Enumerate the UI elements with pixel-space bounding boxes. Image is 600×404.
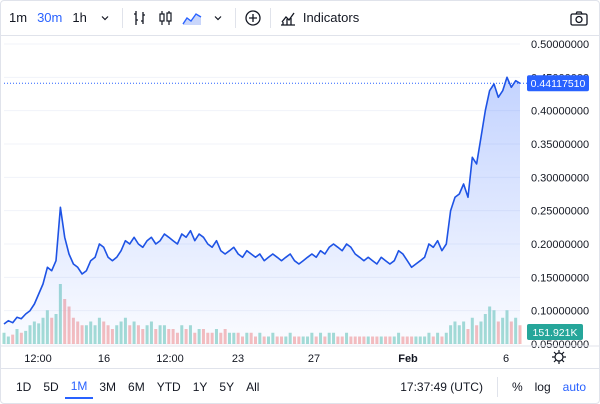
range-5d[interactable]: 5D bbox=[43, 379, 59, 394]
last-volume-tag bbox=[527, 324, 583, 340]
toolbar-divider bbox=[269, 7, 271, 28]
auto-scale-toggle[interactable]: auto bbox=[562, 380, 586, 394]
last-price-tag bbox=[527, 75, 589, 92]
range-bar: 1D 5D 1M 3M 6M YTD 1Y 5Y All 17:37:49 (U… bbox=[0, 368, 600, 404]
range-all[interactable]: All bbox=[246, 379, 260, 394]
utc-clock[interactable]: 17:37:49 (UTC) bbox=[400, 380, 483, 394]
range-1m[interactable]: 1M bbox=[64, 375, 94, 399]
time-axis[interactable]: 12:00 16 12:00 23 27 Feb 6 bbox=[0, 345, 600, 365]
y-tick-label: 0.40000000 bbox=[531, 106, 589, 118]
axis-settings-icon[interactable] bbox=[552, 350, 566, 364]
bottom-divider bbox=[496, 377, 498, 397]
toolbar-divider bbox=[121, 7, 123, 28]
chevron-down-icon[interactable] bbox=[92, 5, 118, 31]
interval-1m[interactable]: 1m bbox=[9, 10, 28, 25]
y-tick-label: 0.25000000 bbox=[531, 206, 589, 218]
y-tick-label: 0.15000000 bbox=[531, 272, 589, 284]
x-tick-label: 27 bbox=[308, 353, 320, 365]
x-tick-label: 12:00 bbox=[24, 353, 52, 365]
x-tick-label: 12:00 bbox=[156, 353, 184, 365]
y-tick-label: 0.05000000 bbox=[531, 339, 589, 351]
range-ytd[interactable]: YTD bbox=[156, 379, 181, 394]
last-volume-label: 151.921K bbox=[533, 327, 578, 339]
last-price-label: 0.44117510 bbox=[531, 78, 586, 90]
candles-style-icon[interactable] bbox=[153, 5, 179, 31]
y-tick-label: 0.35000000 bbox=[531, 139, 589, 151]
bar-chart-style-icon[interactable] bbox=[127, 5, 153, 31]
x-tick-label: 16 bbox=[98, 353, 110, 365]
toolbar-divider bbox=[234, 7, 236, 28]
y-tick-label: 0.20000000 bbox=[531, 239, 589, 251]
indicators-icon bbox=[280, 12, 295, 26]
price-chart[interactable]: 0.500000000.450000000.400000000.35000000… bbox=[0, 36, 600, 368]
y-tick-label: 0.10000000 bbox=[531, 306, 589, 318]
indicators-button[interactable]: Indicators bbox=[275, 9, 363, 27]
range-1y[interactable]: 1Y bbox=[192, 379, 208, 394]
camera-icon[interactable] bbox=[566, 5, 592, 31]
add-comparison-icon[interactable] bbox=[240, 5, 266, 31]
chart-toolbar: 1m 30m 1h Indicators bbox=[0, 0, 600, 36]
range-1d[interactable]: 1D bbox=[16, 379, 32, 394]
interval-30m[interactable]: 30m bbox=[37, 10, 63, 25]
area-style-icon[interactable] bbox=[179, 5, 205, 31]
x-tick-label: 23 bbox=[232, 353, 244, 365]
y-tick-label: 0.50000000 bbox=[531, 39, 589, 51]
y-tick-label: 0.30000000 bbox=[531, 172, 589, 184]
indicators-label: Indicators bbox=[302, 10, 360, 25]
price-line bbox=[3, 76, 521, 325]
price-area-fill bbox=[4, 77, 520, 345]
range-5y[interactable]: 5Y bbox=[219, 379, 235, 394]
price-tags: 0.44117510 151.921K bbox=[527, 75, 589, 340]
x-tick-label: Feb bbox=[398, 353, 418, 365]
chevron-down-icon[interactable] bbox=[205, 5, 231, 31]
range-3m[interactable]: 3M bbox=[99, 379, 117, 394]
percent-scale-toggle[interactable]: % bbox=[511, 380, 523, 394]
x-tick-label: 6 bbox=[503, 353, 509, 365]
range-6m[interactable]: 6M bbox=[128, 379, 145, 394]
interval-1h[interactable]: 1h bbox=[72, 10, 87, 25]
log-scale-toggle[interactable]: log bbox=[534, 380, 551, 394]
